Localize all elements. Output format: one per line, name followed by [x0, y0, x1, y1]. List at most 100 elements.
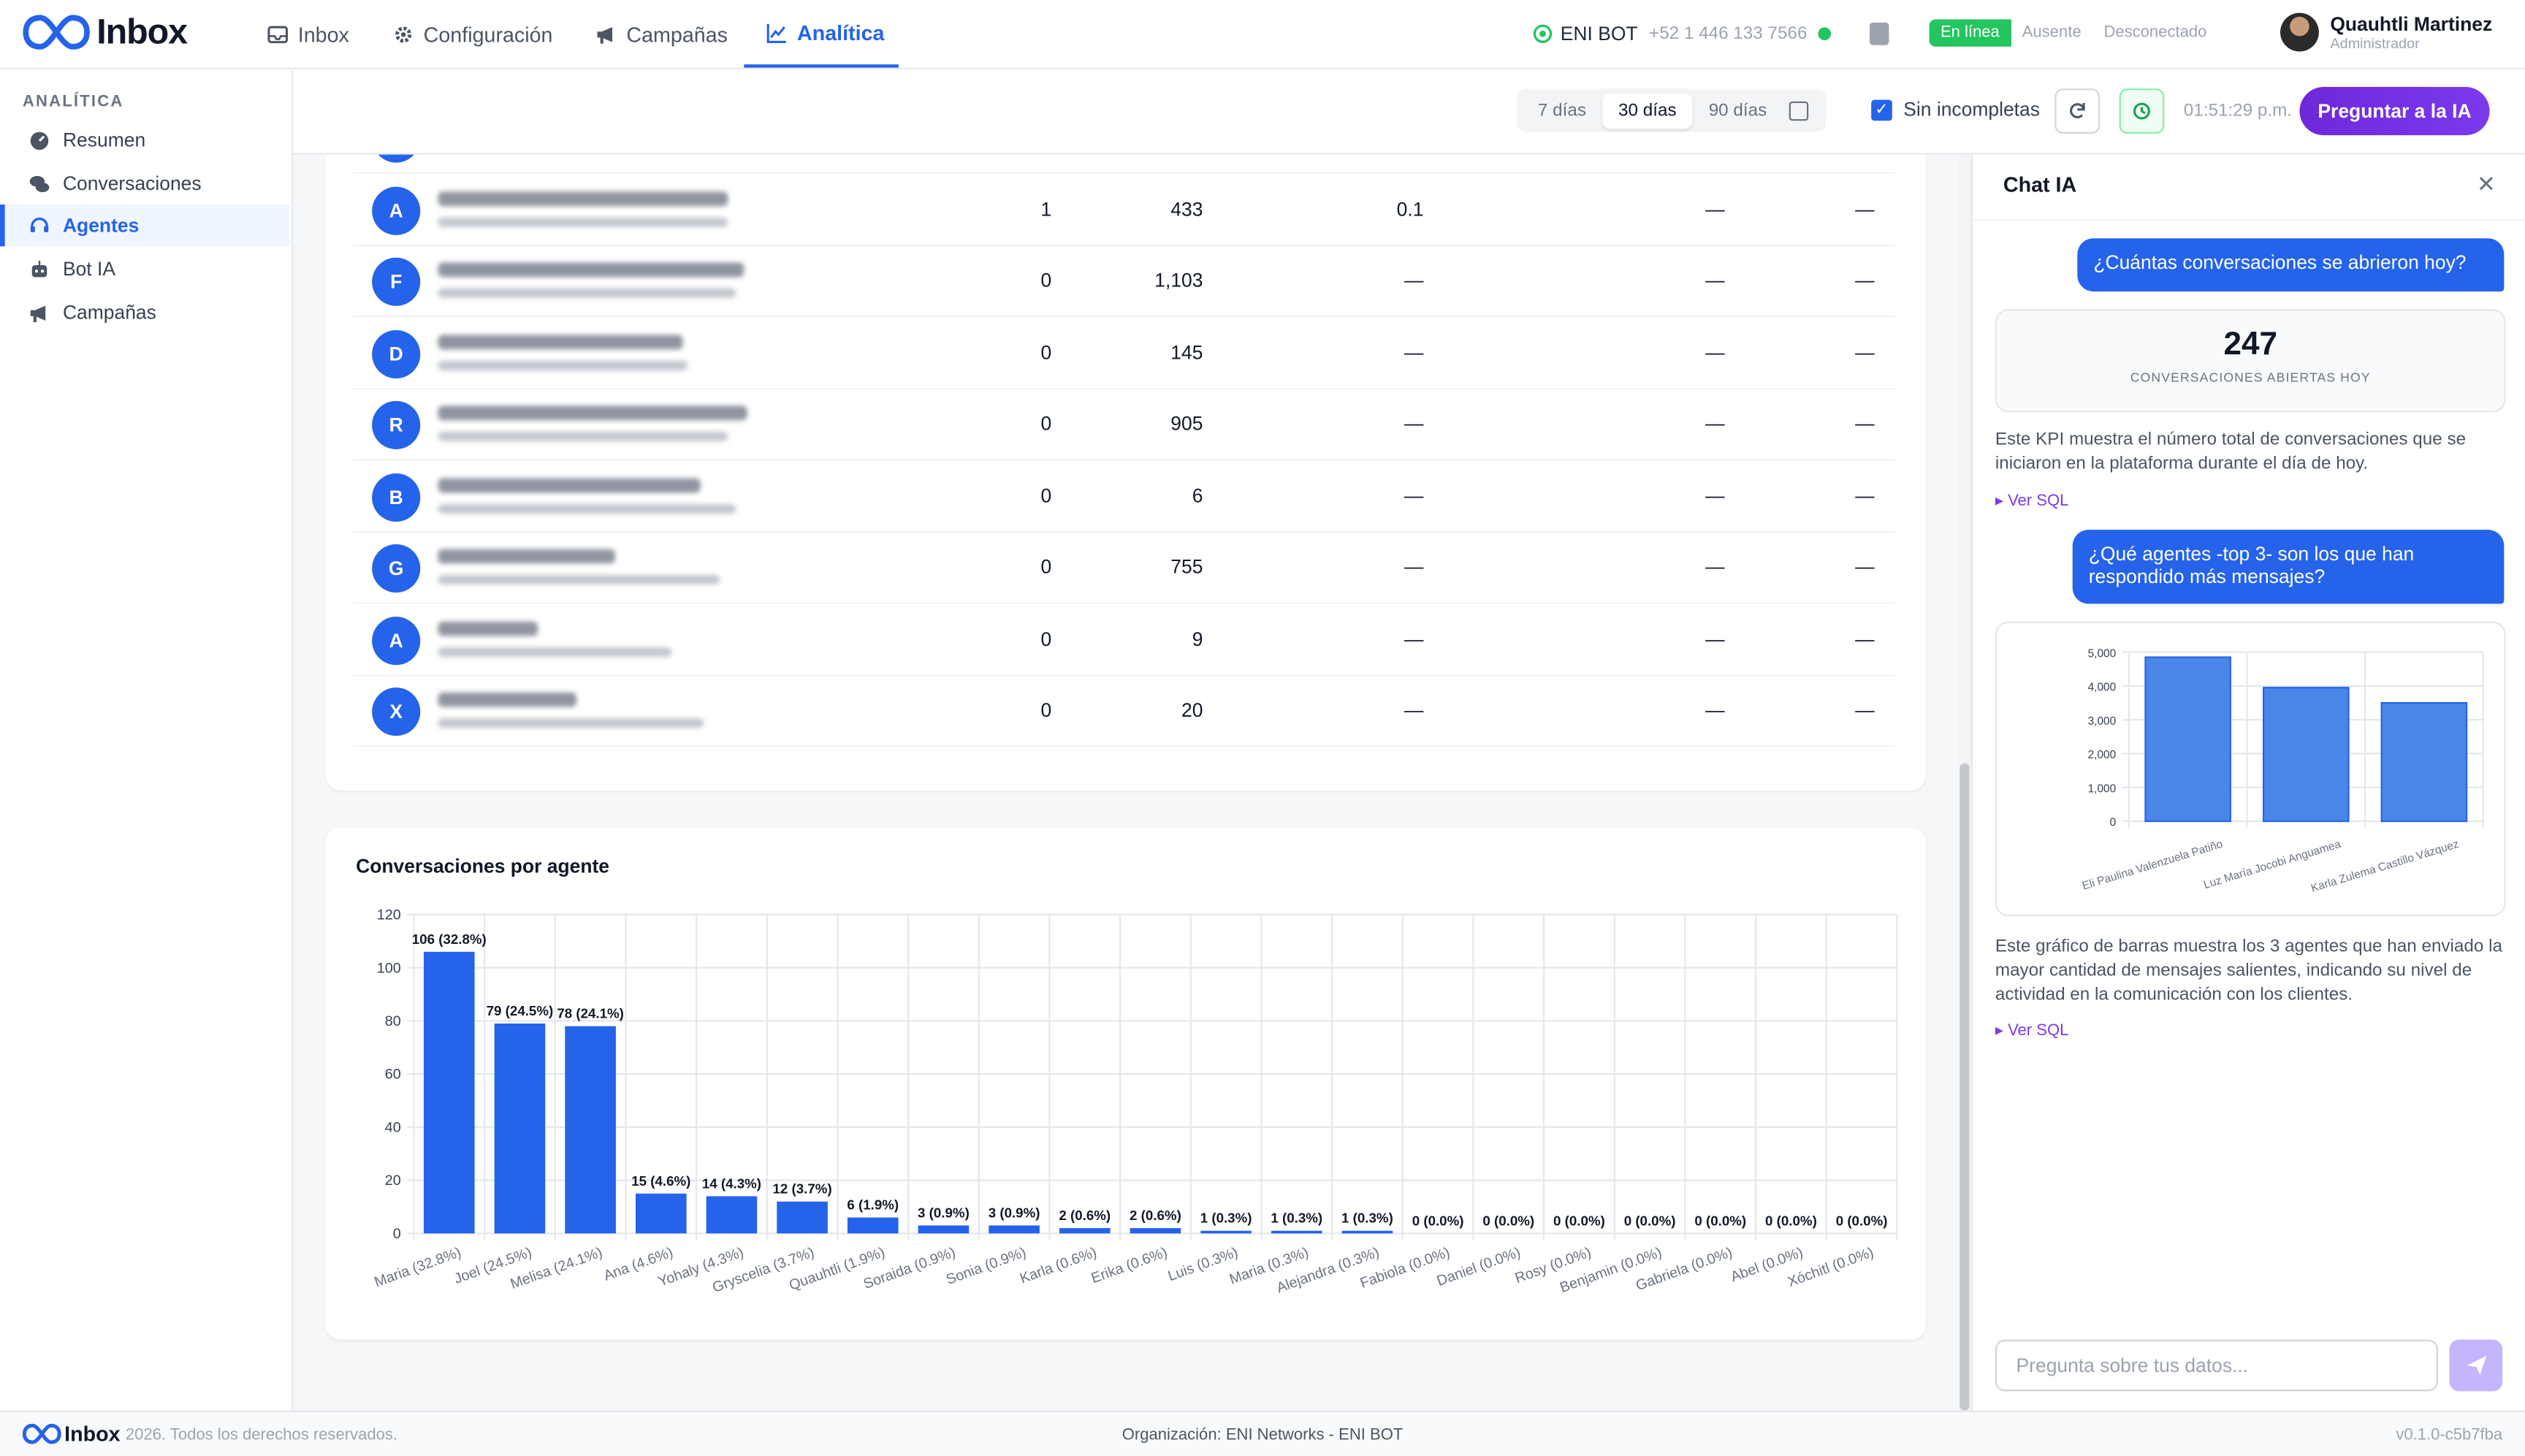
bar — [2380, 701, 2468, 823]
incomplete-checkbox[interactable]: ✓ — [1871, 99, 1892, 121]
status-offline[interactable]: Desconectado — [2103, 24, 2207, 42]
sidebar-item-campanas[interactable]: Campañas — [0, 291, 290, 333]
sidebar-item-label: Agentes — [62, 214, 140, 237]
agent-avatar: D — [372, 329, 421, 378]
bar — [1200, 1230, 1252, 1234]
bar — [1341, 1230, 1393, 1234]
bar-data-label: 3 (0.9%) — [989, 1205, 1040, 1220]
range-7-days[interactable]: 7 días — [1537, 100, 1586, 121]
bar-data-label: 6 (1.9%) — [847, 1197, 899, 1212]
app-logo[interactable]: Inbox — [23, 11, 188, 53]
incomplete-filter[interactable]: ✓ Sin incompletas — [1871, 98, 2040, 121]
y-tick-label: 5,000 — [2088, 647, 2117, 660]
user-role: Administrador — [2330, 34, 2420, 51]
bot-phone: +52 1 446 133 7566 — [1649, 24, 1808, 44]
view-sql-toggle[interactable]: ▸ Ver SQL — [1995, 1022, 2069, 1040]
sidebar-item-agentes[interactable]: Agentes — [0, 204, 290, 247]
bar — [635, 1193, 687, 1234]
redacted-agent-name — [438, 477, 701, 492]
bar-data-label: 3 (0.9%) — [918, 1205, 970, 1220]
sidebar-section-title: ANALÍTICA — [22, 93, 124, 112]
app-name: Inbox — [96, 11, 188, 52]
bot-selector[interactable]: ENI BOT +52 1 446 133 7566 — [1533, 23, 1807, 45]
bar-data-label: 0 (0.0%) — [1412, 1213, 1464, 1228]
nav-campanas[interactable]: Campañas — [596, 0, 728, 68]
y-tick-label: 3,000 — [2088, 715, 2117, 728]
chat-input[interactable]: Pregunta sobre tus datos... — [1995, 1339, 2439, 1392]
table-cell: 0 — [1040, 412, 1052, 435]
bar-data-label: 0 (0.0%) — [1836, 1213, 1888, 1228]
refresh-icon — [2070, 103, 2085, 118]
table-cell: 20 — [1181, 698, 1203, 722]
range-30-days[interactable]: 30 días — [1602, 92, 1693, 129]
table-cell: 1,103 — [1154, 269, 1203, 291]
user-menu[interactable]: Quauhtli Martinez Administrador — [2280, 12, 2492, 52]
table-cell: — — [1404, 269, 1424, 291]
table-cell: 0 — [1040, 484, 1052, 507]
copyright: 2026. Todos los derechos reservados. — [125, 1426, 397, 1445]
ask-ai-button[interactable]: Preguntar a la IA — [2299, 87, 2490, 136]
robot-icon — [31, 259, 47, 277]
bar-data-label: 79 (24.5%) — [487, 1003, 554, 1018]
nav-configuracion[interactable]: Configuración — [393, 0, 552, 68]
table-cell: — — [1404, 627, 1424, 650]
refresh-button[interactable] — [2054, 88, 2101, 134]
agent-status-toggle: En línea Ausente Desconectado — [1929, 19, 2218, 47]
table-cell: — — [1404, 340, 1424, 364]
send-button[interactable] — [2449, 1339, 2503, 1392]
sidebar-item-bot-ia[interactable]: Bot IA — [0, 248, 290, 289]
main-scrollbar-thumb[interactable] — [1960, 763, 1970, 1411]
sidebar-item-resumen[interactable]: Resumen — [0, 119, 290, 161]
calendar-icon[interactable] — [1789, 100, 1809, 121]
bar — [2144, 656, 2231, 823]
bar-data-label: 0 (0.0%) — [1553, 1213, 1605, 1228]
bar-data-label: 0 (0.0%) — [1482, 1213, 1534, 1228]
sidebar-item-conversaciones[interactable]: Conversaciones — [0, 163, 290, 205]
table-cell: 0 — [1040, 698, 1052, 722]
agents-table-card: Mmaria.ayala@eninetworks.com16170—— A 1 433… — [325, 154, 1927, 791]
table-cell: — — [1705, 197, 1725, 220]
nav-inbox[interactable]: Inbox — [267, 0, 349, 68]
ai-response: Este gráfico de barras muestra los 3 age… — [1995, 937, 2502, 1005]
table-cell: 6 — [1192, 484, 1203, 507]
status-online[interactable]: En línea — [1929, 19, 2011, 47]
infinity-logo-icon — [23, 15, 90, 50]
redacted-agent-name — [438, 692, 577, 707]
bar — [494, 1024, 546, 1234]
main-content: Mmaria.ayala@eninetworks.com16170—— A 1 433… — [293, 154, 1960, 1411]
headset-icon — [30, 216, 49, 232]
bar-data-label: 2 (0.6%) — [1130, 1208, 1181, 1223]
table-cell: 905 — [1170, 412, 1203, 435]
range-90-days[interactable]: 90 días — [1708, 100, 1767, 121]
bar-data-label: 0 (0.0%) — [1624, 1213, 1676, 1228]
redacted-agent-name — [438, 334, 683, 349]
user-message: ¿Qué agentes -top 3- son los que han res… — [2072, 530, 2505, 604]
last-updated-time: 01:51:29 p.m. — [2183, 101, 2293, 121]
kpi-result-card: 247 CONVERSACIONES ABIERTAS HOY — [1995, 309, 2506, 413]
paper-plane-icon — [2466, 1355, 2486, 1376]
nav-inbox-label: Inbox — [297, 21, 349, 46]
book-icon[interactable] — [1869, 22, 1889, 45]
redacted-agent-email — [438, 288, 736, 298]
table-cell: — — [1705, 555, 1725, 579]
nav-analitica[interactable]: Analítica — [744, 0, 899, 68]
top-agents-bar-chart: 0 1,000 2,000 3,000 4,000 5,000 Eli Paulina Va… — [2081, 647, 2484, 895]
close-icon[interactable]: ✕ — [2476, 170, 2496, 197]
bar-data-label: 0 (0.0%) — [1694, 1213, 1746, 1228]
agent-avatar: R — [372, 400, 421, 449]
status-away[interactable]: Ausente — [2022, 24, 2082, 42]
bar-data-label: 2 (0.6%) — [1059, 1208, 1111, 1223]
view-sql-toggle[interactable]: ▸ Ver SQL — [1995, 492, 2069, 511]
table-cell: — — [1705, 627, 1725, 650]
redacted-agent-email — [438, 646, 672, 657]
bar-data-label: 0 (0.0%) — [1765, 1213, 1817, 1228]
table-row: B 0 6 — — — — [352, 460, 1896, 533]
bar — [1271, 1230, 1322, 1234]
history-button[interactable] — [2119, 88, 2165, 134]
gauge-icon — [30, 131, 49, 150]
redacted-agent-name — [438, 549, 615, 564]
redacted-agent-name — [438, 191, 728, 206]
redacted-agent-email — [438, 574, 720, 585]
bar-data-label: 14 (4.3%) — [702, 1175, 761, 1191]
bar-data-label: 1 (0.3%) — [1200, 1211, 1252, 1226]
